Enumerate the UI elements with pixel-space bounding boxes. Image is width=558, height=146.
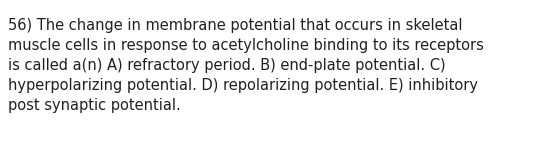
Text: 56) The change in membrane potential that occurs in skeletal
muscle cells in res: 56) The change in membrane potential tha… xyxy=(8,18,484,113)
